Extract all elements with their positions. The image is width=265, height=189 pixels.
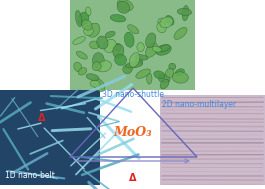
Ellipse shape <box>73 37 85 44</box>
Text: Δ: Δ <box>129 173 137 183</box>
Ellipse shape <box>137 43 144 52</box>
Ellipse shape <box>158 45 170 52</box>
Ellipse shape <box>158 74 170 83</box>
Ellipse shape <box>105 31 115 38</box>
Text: 1D nano-belt: 1D nano-belt <box>5 171 55 180</box>
Ellipse shape <box>86 74 99 81</box>
Ellipse shape <box>126 61 143 68</box>
Text: MoO₃: MoO₃ <box>114 125 152 139</box>
Ellipse shape <box>129 53 140 67</box>
Ellipse shape <box>123 64 132 74</box>
Ellipse shape <box>113 44 124 58</box>
Ellipse shape <box>90 80 100 87</box>
Bar <box>0 90 100 185</box>
Ellipse shape <box>104 39 116 53</box>
Ellipse shape <box>172 72 188 83</box>
Ellipse shape <box>97 61 111 72</box>
Ellipse shape <box>147 73 152 84</box>
Ellipse shape <box>114 54 126 65</box>
Ellipse shape <box>86 7 91 16</box>
Ellipse shape <box>169 63 176 70</box>
Ellipse shape <box>82 20 92 30</box>
Bar <box>160 95 265 185</box>
Ellipse shape <box>166 15 174 25</box>
Ellipse shape <box>157 22 166 33</box>
Ellipse shape <box>145 33 156 48</box>
Ellipse shape <box>78 12 89 25</box>
Ellipse shape <box>117 0 133 11</box>
Ellipse shape <box>136 57 143 65</box>
Ellipse shape <box>160 79 169 89</box>
Ellipse shape <box>76 10 82 27</box>
Text: 2D nano-multilayer: 2D nano-multilayer <box>162 100 236 109</box>
Ellipse shape <box>136 69 151 78</box>
Ellipse shape <box>87 23 100 37</box>
Text: 3D nano-shuttle: 3D nano-shuttle <box>102 90 164 99</box>
Ellipse shape <box>145 43 158 57</box>
Ellipse shape <box>177 9 192 15</box>
Ellipse shape <box>174 27 187 39</box>
Ellipse shape <box>92 62 101 71</box>
Ellipse shape <box>155 45 171 55</box>
Ellipse shape <box>110 15 126 22</box>
Bar <box>70 0 195 90</box>
Ellipse shape <box>115 43 121 52</box>
Ellipse shape <box>84 26 93 36</box>
Ellipse shape <box>125 32 134 47</box>
Ellipse shape <box>74 62 82 72</box>
Text: Δ: Δ <box>38 113 46 123</box>
Ellipse shape <box>93 78 105 92</box>
Ellipse shape <box>152 46 161 52</box>
Ellipse shape <box>175 69 184 75</box>
Ellipse shape <box>182 5 189 21</box>
Ellipse shape <box>92 53 104 68</box>
Ellipse shape <box>78 68 87 75</box>
Ellipse shape <box>154 71 165 79</box>
Ellipse shape <box>76 51 87 59</box>
Ellipse shape <box>158 18 166 26</box>
Ellipse shape <box>117 1 130 13</box>
Ellipse shape <box>160 17 173 28</box>
Ellipse shape <box>128 25 139 34</box>
Ellipse shape <box>97 36 108 49</box>
Ellipse shape <box>135 55 148 60</box>
Ellipse shape <box>90 41 99 49</box>
Ellipse shape <box>166 69 174 78</box>
